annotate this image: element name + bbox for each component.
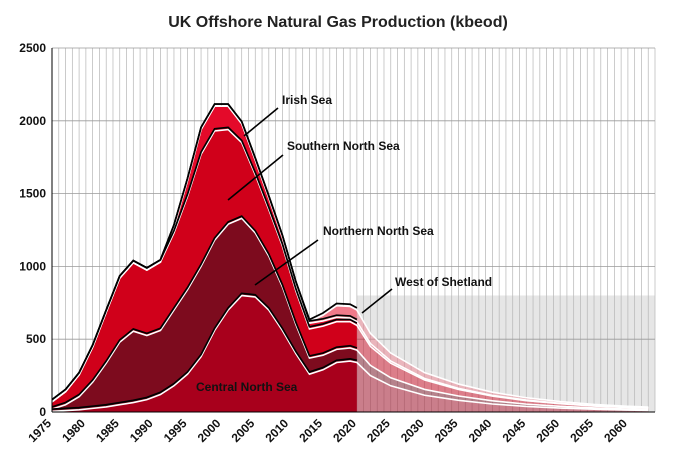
area-central-north-sea — [52, 295, 357, 412]
line-layer — [51, 103, 649, 413]
x-tick-label: 2020 — [330, 416, 359, 445]
x-tick-label: 2040 — [466, 416, 495, 445]
annotation-leader-line — [227, 154, 284, 201]
annotation-label: Central North Sea — [196, 380, 298, 394]
x-tick-label: 1980 — [59, 416, 88, 445]
actuals-line — [51, 215, 358, 408]
annotation-label: Southern North Sea — [287, 139, 400, 153]
x-tick-label: 2015 — [296, 416, 325, 445]
y-tick-label: 2000 — [19, 114, 46, 128]
x-tick-label: 1995 — [161, 416, 190, 445]
annotation-leader-line — [361, 288, 393, 314]
series-boundary-line — [51, 217, 649, 411]
y-tick-label: 0 — [39, 405, 46, 419]
x-tick-label: 1985 — [93, 416, 122, 445]
area-southern-north-sea — [52, 129, 357, 410]
y-tick-label: 1500 — [19, 187, 46, 201]
area-forecast-southern-north-sea — [356, 325, 649, 410]
x-tick-label: 2010 — [262, 416, 291, 445]
label-layer: Irish Sea Southern North Sea Northern Nort… — [196, 93, 492, 394]
series-boundary-line — [51, 294, 649, 413]
x-tick-label: 2000 — [195, 416, 224, 445]
x-tick-label: 2035 — [432, 416, 461, 445]
x-tick-label: 2060 — [601, 416, 630, 445]
area-northern-north-sea — [52, 218, 357, 412]
y-tick-label: 2500 — [19, 41, 46, 55]
area-forecast-central-north-sea — [356, 362, 649, 412]
x-tick-label: 2025 — [364, 416, 393, 445]
annotation-leader-line — [254, 239, 319, 286]
x-tick-label: 2045 — [500, 416, 529, 445]
x-tick-label: 1975 — [25, 416, 54, 445]
annotation-label: Irish Sea — [282, 93, 332, 107]
x-tick-label: 2050 — [533, 416, 562, 445]
annotation-leader-line — [243, 107, 279, 137]
actuals-line — [51, 292, 358, 410]
x-tick-label: 2005 — [229, 416, 258, 445]
annotation-label: West of Shetland — [395, 275, 492, 289]
actuals-line — [51, 103, 358, 401]
y-tick-label: 500 — [26, 332, 46, 346]
x-tick-label: 1990 — [127, 416, 156, 445]
x-tick-label: 2055 — [567, 416, 596, 445]
annotation-label: Northern North Sea — [323, 224, 434, 238]
y-tick-label: 1000 — [19, 259, 46, 273]
chart-title: UK Offshore Natural Gas Production (kbeo… — [168, 14, 508, 31]
x-tick-label: 2030 — [398, 416, 427, 445]
